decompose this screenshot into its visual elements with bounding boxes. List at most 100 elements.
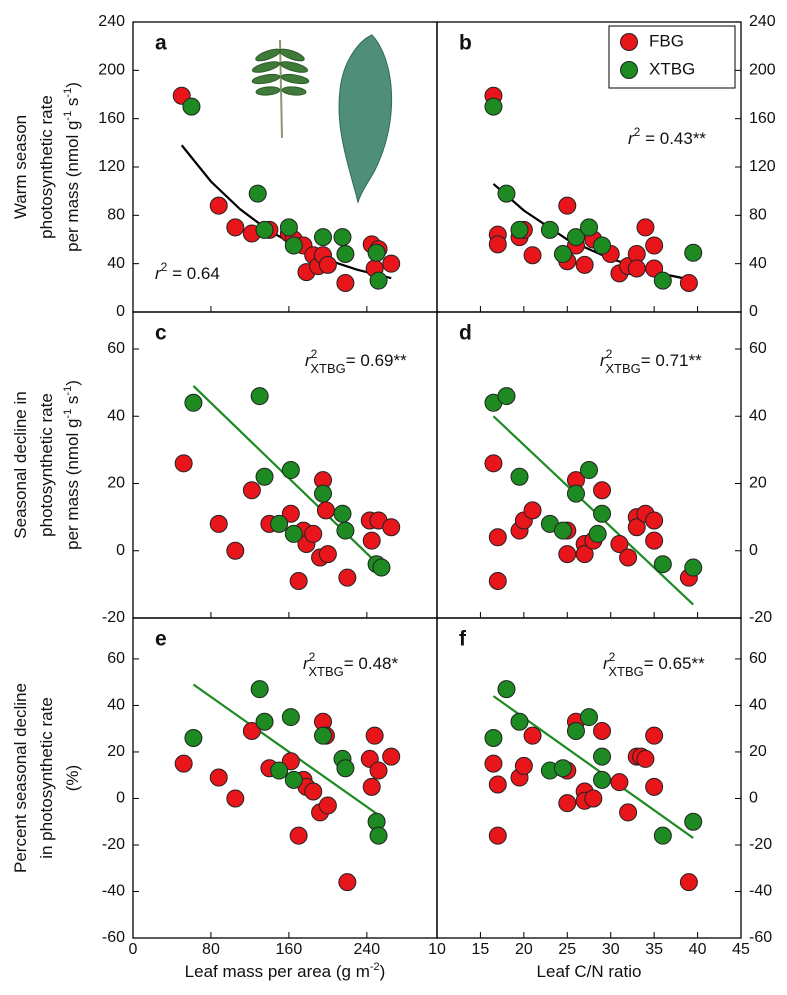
- stat-symbol: r: [600, 351, 607, 370]
- data-point: [553, 521, 572, 540]
- stat-symbol: r: [305, 351, 312, 370]
- data-point: [575, 545, 594, 564]
- y-tick-label: -20: [102, 609, 125, 626]
- data-point: [209, 768, 228, 787]
- panel-letter: d: [459, 322, 472, 345]
- data-point: [679, 274, 698, 292]
- data-point: [362, 777, 381, 796]
- stat-sup: 2: [311, 347, 318, 361]
- y-tick-label: -60: [102, 929, 125, 946]
- x-tick-label: 15: [472, 941, 490, 958]
- data-point: [336, 245, 355, 263]
- stat-sub: XTBG: [605, 361, 640, 376]
- legend-label: FBG: [649, 31, 684, 50]
- stat-sup: 2: [309, 650, 316, 664]
- data-point: [284, 770, 303, 789]
- y-tick-label: 40: [749, 697, 767, 714]
- label-sup: -1: [62, 409, 74, 419]
- label-part: in photosynthetic rate: [37, 697, 56, 859]
- data-point: [593, 236, 612, 255]
- data-point: [645, 511, 664, 530]
- y-tick-label: 0: [116, 790, 125, 807]
- data-point: [580, 708, 598, 727]
- data-point: [488, 826, 507, 845]
- data-point: [382, 254, 401, 273]
- data-point: [580, 218, 598, 237]
- stat-sub: XTBG: [308, 664, 343, 679]
- stat-symbol: r: [628, 129, 635, 148]
- y-tick-label: -20: [749, 609, 772, 626]
- y-tick-label: 0: [749, 542, 758, 559]
- data-point: [645, 236, 664, 255]
- data-point: [182, 97, 201, 116]
- data-point: [316, 501, 335, 520]
- x-tick-label: 45: [732, 941, 750, 958]
- y-tick-label: 40: [107, 407, 125, 424]
- x-tick-label: 20: [515, 941, 533, 958]
- data-point: [510, 712, 529, 731]
- data-point: [314, 726, 332, 745]
- data-point: [588, 524, 607, 543]
- data-point: [497, 184, 516, 203]
- data-point: [566, 228, 585, 247]
- y-axis-label: photosynthetic rate: [37, 95, 56, 239]
- data-point: [279, 218, 298, 237]
- data-point: [209, 514, 228, 533]
- y-tick-label: 40: [749, 255, 767, 272]
- y-tick-label: 200: [749, 62, 776, 79]
- label-part: s: [63, 98, 82, 111]
- x-tick-label: 35: [645, 941, 663, 958]
- x-tick-label: 240: [353, 941, 380, 958]
- data-point: [645, 726, 664, 745]
- data-point: [174, 454, 193, 473]
- stat-text: = 0.65**: [644, 654, 705, 673]
- y-tick-label: 120: [749, 158, 776, 175]
- data-point: [593, 722, 612, 741]
- data-point: [610, 773, 629, 792]
- panel-letter: c: [155, 322, 167, 345]
- label-part: ): [63, 82, 82, 88]
- data-point: [184, 393, 203, 412]
- data-point: [684, 558, 703, 577]
- data-point: [484, 754, 503, 773]
- data-point: [484, 97, 503, 116]
- data-point: [369, 271, 388, 290]
- data-point: [338, 568, 357, 587]
- x-tick-label: 10: [428, 941, 446, 958]
- data-point: [362, 531, 381, 550]
- y-tick-label: 0: [116, 303, 125, 320]
- data-point: [289, 572, 308, 591]
- data-point: [382, 747, 401, 766]
- fit-line: [492, 415, 694, 606]
- y-axis-label: photosynthetic rate: [37, 393, 56, 537]
- data-point: [619, 803, 638, 822]
- data-point: [333, 228, 352, 247]
- y-tick-label: -60: [749, 929, 772, 946]
- y-tick-label: -20: [102, 836, 125, 853]
- data-point: [558, 545, 577, 564]
- data-point: [627, 518, 646, 537]
- label-sup: -1: [62, 111, 74, 121]
- data-point: [226, 789, 245, 808]
- data-point: [318, 255, 337, 274]
- data-point: [619, 548, 638, 567]
- data-point: [250, 387, 269, 406]
- y-tick-label: 240: [749, 13, 776, 30]
- data-point: [318, 545, 337, 564]
- data-point: [566, 484, 585, 503]
- stat-symbol: r: [303, 654, 310, 673]
- data-point: [336, 521, 355, 540]
- data-point: [510, 220, 529, 239]
- data-point: [553, 759, 572, 778]
- data-point: [514, 756, 533, 775]
- x-tick-label: 160: [276, 941, 303, 958]
- data-point: [627, 259, 646, 278]
- x-axis-label: Leaf C/N ratio: [537, 962, 642, 981]
- stat-label: r2 XTBG= 0.48*: [303, 650, 399, 679]
- data-point: [255, 220, 274, 239]
- stat-sup: 2: [609, 650, 616, 664]
- data-point: [610, 535, 629, 554]
- label-part: Seasonal decline in: [11, 391, 30, 538]
- data-point: [497, 387, 516, 406]
- y-tick-label: 60: [107, 340, 125, 357]
